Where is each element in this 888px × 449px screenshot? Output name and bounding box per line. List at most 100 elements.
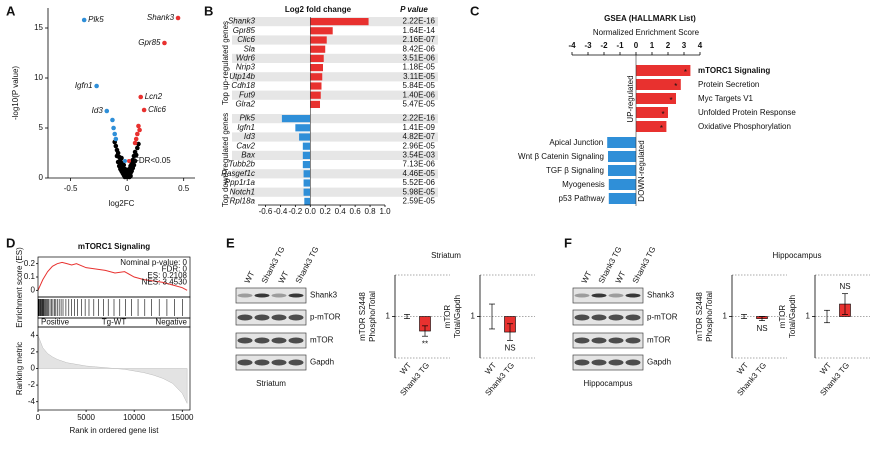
bar: [310, 73, 323, 81]
significance-label: **: [422, 339, 428, 348]
x-tick-label: WT: [818, 361, 833, 376]
y-tick-label: -4: [28, 397, 36, 406]
y-tick-label: 1: [806, 312, 811, 321]
ranking-metric-area: [37, 335, 188, 404]
blot-strip: [572, 332, 644, 349]
data-point: [127, 174, 132, 180]
blot-band: [625, 359, 641, 366]
blot-band: [608, 359, 624, 366]
blot-row-label: p-mTOR: [310, 313, 341, 322]
y-tick-label: 4: [31, 330, 36, 339]
p-value: 5.52E-06: [403, 178, 436, 187]
blot-row-label: Shank3: [647, 291, 675, 300]
bar: [299, 133, 311, 141]
y-axis-label: mTOR: [443, 305, 452, 329]
data-point: [131, 162, 137, 168]
significance-star: *: [684, 68, 687, 77]
data-point: [175, 15, 181, 21]
blot-band: [608, 314, 624, 321]
x-tick-label: -0.6: [259, 207, 273, 216]
lane-label: Shank3 TG: [631, 245, 658, 285]
lane-label: WT: [243, 270, 257, 285]
term-label: Myc Targets V1: [698, 94, 754, 103]
bar: [636, 121, 667, 132]
data-point: [121, 162, 127, 168]
point-label: Lcn2: [145, 92, 163, 101]
bar: [636, 107, 668, 118]
data-point: [132, 158, 138, 164]
x-tick-label: 3: [682, 41, 687, 50]
bar: [636, 93, 676, 104]
legend-marker: [127, 159, 131, 163]
x-tick-label: -0.5: [64, 184, 78, 193]
y-tick-label: 15: [34, 23, 43, 32]
bar: [302, 151, 311, 159]
x-tick-label: WT: [483, 361, 498, 376]
chart-title: mTORC1 Signaling: [78, 242, 150, 251]
data-point: [122, 174, 128, 180]
x-tick-label: 5000: [77, 413, 95, 422]
y-tick-label: 1: [386, 312, 391, 321]
term-label: Myogenesis: [562, 180, 605, 189]
x-tick-label: 0: [634, 41, 639, 50]
x-tick-label: 4: [698, 41, 703, 50]
stat-annotation: Nominal p-value: 0: [120, 258, 187, 267]
significance-star: *: [661, 110, 664, 119]
data-point: [104, 108, 110, 114]
blot-strip: [235, 309, 307, 326]
bar: [310, 100, 321, 108]
data-point: [113, 136, 119, 142]
blot-strip: [235, 332, 307, 349]
error-bar: [842, 293, 848, 315]
term-label: Unfolded Protein Response: [698, 108, 796, 117]
blot-band: [625, 337, 641, 344]
data-point: [133, 152, 139, 158]
panel-label: C: [470, 3, 480, 18]
x-tick-label: -3: [584, 41, 592, 50]
bar: [608, 179, 636, 190]
gene-label: Igfn1: [237, 123, 255, 132]
blot-band: [574, 314, 590, 321]
blot-strip: [235, 354, 307, 371]
stat-annotation: NES: 3.4530: [142, 278, 188, 287]
gene-label: Ppp1r1a: [225, 178, 256, 187]
p-value: 3.11E-05: [403, 72, 435, 81]
x-axis-label: Rank in ordered gene list: [70, 426, 160, 435]
gene-label: Notch1: [230, 187, 255, 196]
blot-band: [591, 314, 607, 321]
y-axis-label: Total/Gapdh: [453, 295, 462, 338]
y-axis-label: -log10(P value): [11, 66, 20, 120]
strip-label: Tg-WT: [102, 318, 127, 327]
p-value: 3.51E-06: [403, 54, 436, 63]
p-value: 2.59E-05: [403, 197, 436, 206]
blot-row-label: Gapdh: [647, 358, 671, 367]
gene-label: Plk5: [239, 114, 255, 123]
blot-band: [288, 314, 304, 321]
data-point: [81, 17, 87, 23]
blot-region: Striatum: [256, 379, 286, 388]
blot-band: [254, 293, 270, 298]
p-value: 1.41E-09: [403, 123, 436, 132]
p-value: 4.46E-05: [403, 169, 436, 178]
blot-band: [608, 337, 624, 344]
bar: [310, 54, 324, 62]
data-point: [115, 150, 121, 156]
data-point: [162, 40, 167, 46]
row-shade: [232, 35, 438, 45]
term-label: mTORC1 Signaling: [698, 66, 770, 75]
data-point: [119, 155, 124, 161]
data-point: [136, 123, 141, 129]
bar: [608, 151, 636, 162]
row-shade: [232, 90, 438, 100]
blot-band: [237, 337, 253, 344]
gene-label: Clic6: [237, 35, 255, 44]
p-value: 2.16E-07: [403, 35, 436, 44]
y-tick-label: 0.1: [24, 272, 36, 281]
p-value: 5.84E-05: [403, 81, 436, 90]
y-tick-label: 1: [723, 312, 728, 321]
x-axis-label: Normalized Enrichment Score: [593, 28, 700, 37]
y-tick-label: 0: [39, 173, 44, 182]
bar: [295, 124, 311, 132]
blot-band: [625, 314, 641, 321]
